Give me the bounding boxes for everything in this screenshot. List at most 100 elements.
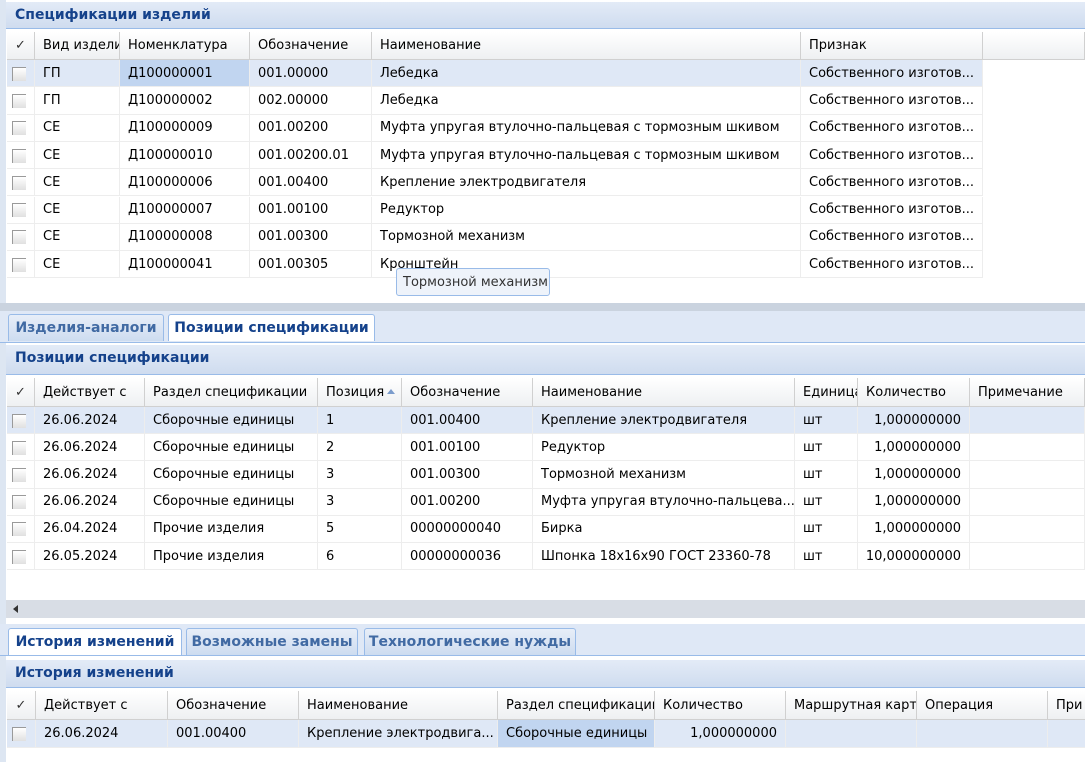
grid-cell[interactable]: Тормозной механизм [372,223,801,252]
grid-cell[interactable]: Крепление электродвигателя [372,169,801,197]
grid-cell[interactable]: Собственного изготов... [801,87,983,115]
grid-cell[interactable]: Бирка [533,515,795,543]
h-scrollbar[interactable] [6,600,1085,618]
column-header[interactable]: Примечание [970,378,1085,407]
grid-cell[interactable]: Муфта упругая втулочно-пальцевая с тормо… [372,114,801,142]
grid-cell[interactable] [786,720,917,748]
grid-cell[interactable]: СЕ [35,223,120,252]
grid-cell[interactable]: Муфта упругая втулочно-пальцевая с тормо… [372,141,801,170]
grid-cell[interactable]: Собственного изготов... [801,60,983,88]
grid-cell[interactable]: Д100000002 [120,87,250,115]
grid-cell[interactable]: Собственного изготов... [801,114,983,142]
grid-cell[interactable]: 3 [318,461,402,489]
grid-cell[interactable]: Собственного изготов... [801,223,983,252]
grid-cell[interactable]: Сборочные единицы [145,488,318,516]
checkbox[interactable] [12,549,26,564]
tab[interactable]: История изменений [8,628,182,655]
grid-cell[interactable] [970,515,1085,543]
grid-cell[interactable] [1048,720,1085,748]
grid-cell[interactable]: Собственного изготов... [801,196,983,224]
grid-cell[interactable]: Лебедка [372,60,801,88]
grid-cell[interactable]: ГП [35,60,120,88]
grid-cell[interactable]: Сборочные единицы [498,720,655,748]
grid-cell[interactable]: шт [795,407,858,435]
grid-cell[interactable]: Муфта упругая втулочно-пальцева... [533,488,795,516]
grid-cell[interactable]: 3 [318,488,402,516]
grid-cell[interactable] [970,434,1085,462]
checkbox[interactable] [12,93,26,108]
grid-cell[interactable]: 001.00300 [402,461,533,489]
grid-cell[interactable]: 001.00100 [250,196,372,224]
column-header[interactable]: Наименование [299,691,498,720]
grid-cell[interactable]: 1,000000000 [858,407,970,435]
grid-cell[interactable]: 26.06.2024 [35,488,145,516]
grid-cell[interactable]: СЕ [35,114,120,142]
checkbox[interactable] [12,413,26,428]
column-header[interactable]: Номенклатура [120,32,250,60]
checkbox[interactable] [12,727,26,741]
grid-cell[interactable] [970,407,1085,435]
grid-cell[interactable]: Собственного изготов... [801,251,983,279]
column-header[interactable]: Единица [795,378,858,407]
grid-cell[interactable]: Лебедка [372,87,801,115]
grid-cell[interactable]: Крепление электродвига... [299,720,498,748]
grid-cell[interactable] [970,488,1085,516]
grid-cell[interactable]: 26.05.2024 [35,543,145,571]
grid-cell[interactable]: 00000000036 [402,543,533,571]
checkbox[interactable] [12,121,26,136]
column-header[interactable]: Раздел спецификации [498,691,655,720]
column-header[interactable]: Действует с [35,378,145,407]
checkbox[interactable] [12,203,26,218]
tab[interactable]: Изделия-аналоги [8,314,164,341]
grid-cell[interactable]: 26.06.2024 [36,720,168,748]
column-header[interactable]: Позиция [318,378,402,407]
checkbox[interactable] [12,257,26,272]
grid-cell[interactable]: 001.00305 [250,251,372,279]
grid-cell[interactable]: 1,000000000 [858,461,970,489]
grid-cell[interactable]: шт [795,488,858,516]
grid-cell[interactable]: шт [795,434,858,462]
grid-cell[interactable]: 001.00200 [402,488,533,516]
tab[interactable]: Технологические нужды [364,628,576,655]
column-header[interactable]: Признак [801,32,983,60]
grid-cell[interactable]: Прочие изделия [145,515,318,543]
grid-cell[interactable]: Тормозной механизм [533,461,795,489]
column-header[interactable]: Раздел спецификации [145,378,318,407]
grid-cell[interactable]: Д100000010 [120,141,250,170]
grid-cell[interactable] [917,720,1048,748]
grid-cell[interactable]: Шпонка 18х16х90 ГОСТ 23360-78 [533,543,795,571]
column-header[interactable]: Операция [917,691,1048,720]
column-header[interactable]: Наименование [533,378,795,407]
column-header[interactable]: Действует с [36,691,168,720]
grid-cell[interactable]: Д100000007 [120,196,250,224]
grid-cell[interactable]: Прочие изделия [145,543,318,571]
grid-cell[interactable]: Сборочные единицы [145,461,318,489]
tab[interactable]: Возможные замены [186,628,358,655]
column-header[interactable]: Вид издели [35,32,120,60]
grid-cell[interactable]: Д100000009 [120,114,250,142]
grid-cell[interactable]: Редуктор [533,434,795,462]
grid-cell[interactable]: 001.00000 [250,60,372,88]
checkbox[interactable] [12,468,26,482]
grid-cell[interactable]: Д100000006 [120,169,250,197]
grid-cell[interactable]: 26.06.2024 [35,407,145,435]
grid-cell[interactable]: 001.00400 [250,169,372,197]
grid-cell[interactable]: 5 [318,515,402,543]
column-header[interactable]: Маршрутная карта [786,691,917,720]
grid-cell[interactable]: 001.00200.01 [250,141,372,170]
checkbox[interactable] [12,440,26,455]
grid-cell[interactable]: СЕ [35,251,120,279]
tab[interactable]: Позиции спецификации [168,314,375,341]
grid-cell[interactable]: Сборочные единицы [145,407,318,435]
column-header[interactable]: Количество [858,378,970,407]
grid-cell[interactable]: 1,000000000 [655,720,786,748]
grid-cell[interactable]: 10,000000000 [858,543,970,571]
grid-cell[interactable]: Собственного изготов... [801,141,983,170]
column-header[interactable]: Обозначение [402,378,533,407]
grid-cell[interactable]: СЕ [35,196,120,224]
grid-cell[interactable]: 2 [318,434,402,462]
grid-cell[interactable]: Редуктор [372,196,801,224]
grid-cell[interactable]: шт [795,461,858,489]
grid-cell[interactable]: СЕ [35,169,120,197]
grid-cell[interactable]: шт [795,543,858,571]
